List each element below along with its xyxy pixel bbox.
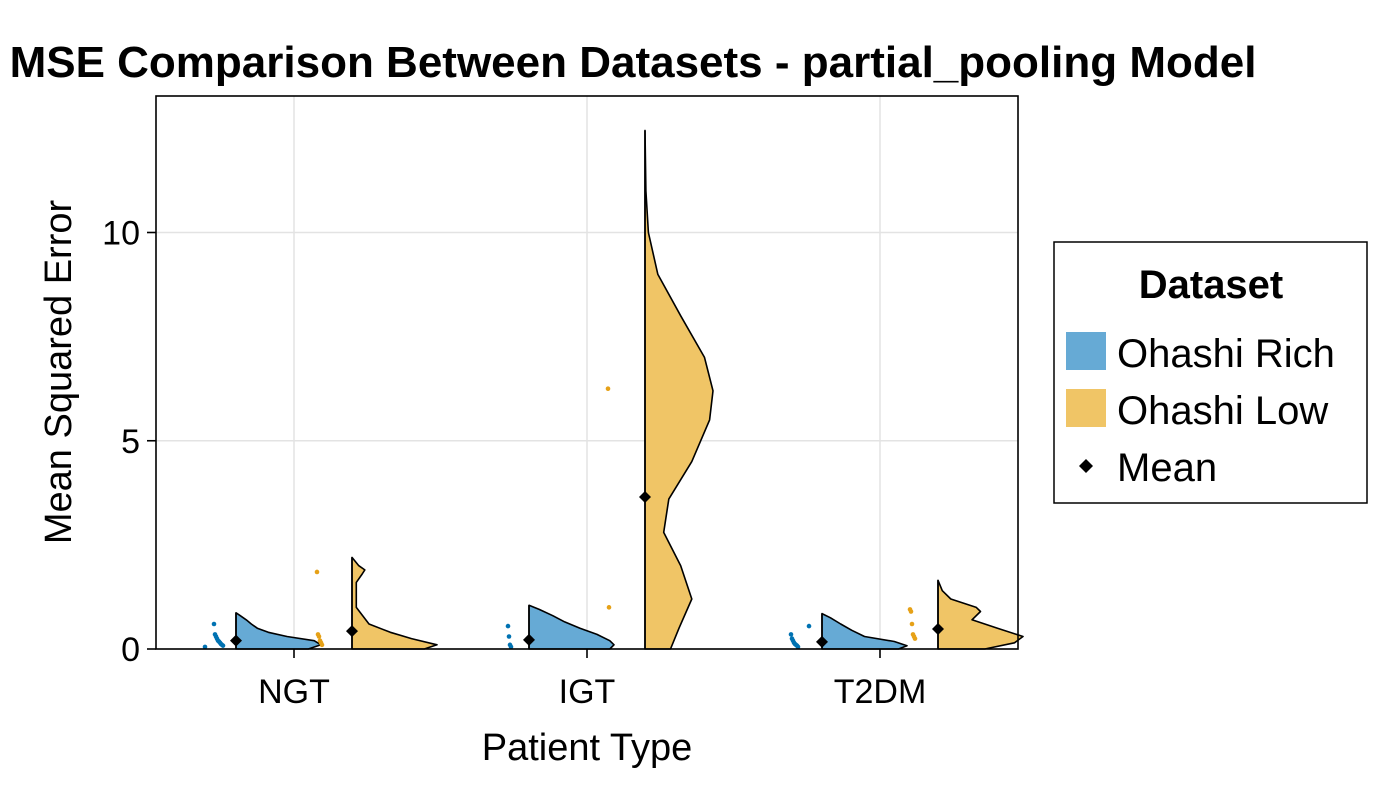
- violin-ohashi-low-t2dm: [937, 579, 1024, 650]
- data-point-ohashi-rich-ngt: [211, 621, 217, 627]
- data-point-ohashi-low-igt: [606, 605, 612, 610]
- data-point-ohashi-rich-ngt: [212, 632, 218, 637]
- y-tick-label: 10: [102, 215, 140, 253]
- data-point-ohashi-low-ngt: [317, 638, 323, 643]
- plot-area: 0 5 10 NGT IGT T2DM: [102, 95, 1024, 711]
- legend-swatch-ohashi-rich: [1066, 332, 1106, 370]
- x-axis-label: Patient Type: [482, 727, 693, 769]
- data-point-ohashi-rich-t2dm: [789, 636, 795, 641]
- y-tick-label: 5: [121, 423, 140, 461]
- violin-ohashi-rich-ngt: [235, 611, 322, 650]
- legend: Dataset Ohashi Rich Ohashi Low Mean: [1053, 241, 1368, 504]
- x-tick-label: T2DM: [834, 673, 927, 711]
- legend-swatch-ohashi-low: [1066, 389, 1106, 427]
- y-axis-label: Mean Squared Error: [38, 200, 80, 545]
- data-point-ohashi-rich-t2dm: [788, 632, 794, 637]
- data-point-ohashi-low-t2dm: [910, 632, 916, 637]
- mean-marker-ohashi-rich-igt: [523, 633, 535, 646]
- mean-marker-ohashi-low-t2dm: [932, 623, 944, 636]
- mean-marker-ohashi-low-igt: [639, 490, 651, 503]
- data-point-ohashi-rich-ngt: [202, 644, 208, 650]
- y-tick-label: 0: [121, 631, 140, 669]
- mean-marker-ohashi-low-ngt: [346, 625, 358, 638]
- mean-marker-ohashi-rich-ngt: [230, 634, 242, 647]
- data-point-ohashi-low-ngt: [315, 632, 321, 637]
- violin-ohashi-rich-igt: [528, 604, 615, 650]
- legend-label-ohashi-rich: Ohashi Rich: [1117, 332, 1335, 376]
- legend-label-mean: Mean: [1117, 446, 1217, 490]
- violin-ohashi-low-igt: [644, 129, 714, 650]
- violin-ohashi-rich-t2dm: [821, 612, 908, 650]
- data-point-ohashi-low-t2dm: [909, 621, 915, 627]
- legend-mean-diamond: [1079, 459, 1093, 473]
- chart-title: MSE Comparison Between Datasets - partia…: [10, 38, 1257, 87]
- data-point-ohashi-low-igt: [605, 386, 611, 391]
- data-point-ohashi-low-ngt: [314, 569, 320, 575]
- x-tick-label: IGT: [559, 673, 616, 711]
- mean-marker-ohashi-rich-t2dm: [816, 635, 828, 648]
- x-tick-label: NGT: [258, 673, 330, 711]
- data-point-ohashi-rich-igt: [506, 634, 512, 639]
- legend-label-ohashi-low: Ohashi Low: [1117, 389, 1328, 433]
- data-point-ohashi-rich-igt: [505, 623, 511, 629]
- data-point-ohashi-rich-igt: [507, 642, 513, 648]
- violin-ohashi-low-ngt: [351, 556, 438, 650]
- legend-frame: [1053, 241, 1368, 504]
- data-point-ohashi-rich-t2dm: [806, 623, 812, 629]
- data-point-ohashi-low-t2dm: [907, 607, 913, 612]
- legend-title: Dataset: [1139, 263, 1284, 307]
